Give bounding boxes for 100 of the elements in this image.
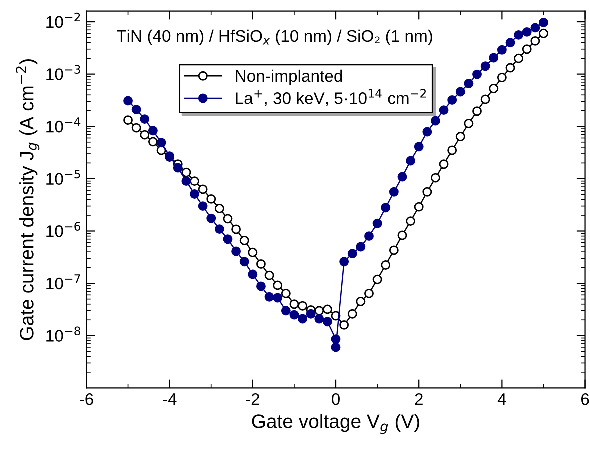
point	[398, 230, 408, 240]
point	[348, 309, 358, 319]
point	[422, 127, 432, 137]
point	[132, 123, 142, 133]
point	[148, 137, 158, 147]
point	[198, 202, 208, 212]
point	[290, 300, 300, 310]
point	[389, 187, 399, 197]
point	[522, 44, 532, 54]
x-tick-label: 0	[332, 393, 340, 406]
point	[256, 260, 266, 269]
point	[448, 146, 458, 156]
point	[522, 27, 532, 37]
point	[372, 218, 382, 228]
y-tick-label: 10$^{−5}$	[46, 170, 80, 186]
y-tick-label: 10$^{−2}$	[46, 12, 80, 28]
point	[198, 184, 208, 194]
x-tick-label: -4	[163, 394, 177, 406]
point	[232, 224, 242, 234]
point	[439, 106, 449, 116]
point	[497, 73, 507, 82]
point	[414, 202, 424, 212]
point	[322, 304, 332, 314]
point	[514, 54, 524, 64]
point	[430, 173, 440, 183]
point	[497, 45, 507, 55]
point	[322, 317, 332, 327]
point	[223, 234, 233, 244]
point	[214, 224, 224, 234]
point	[389, 246, 399, 256]
point	[480, 62, 490, 72]
point	[422, 187, 432, 197]
point	[273, 293, 283, 303]
y-axis-title: Gate current density J$_{g}$ (A cm$^{−2}$)	[16, 60, 40, 340]
point	[306, 309, 316, 319]
point	[414, 142, 424, 152]
point	[240, 257, 250, 267]
point	[314, 314, 324, 324]
point	[140, 114, 150, 124]
point	[472, 70, 482, 80]
point	[340, 257, 350, 267]
y-tick-label: 10$^{−4}$	[46, 118, 81, 133]
point	[398, 172, 408, 182]
point	[356, 242, 366, 252]
point	[132, 105, 142, 115]
point	[124, 96, 133, 106]
point	[372, 274, 382, 284]
point	[489, 53, 499, 63]
point	[406, 156, 416, 166]
point	[381, 260, 391, 270]
point	[489, 84, 499, 94]
y-tick-label: 10$^{−3}$	[46, 65, 80, 80]
point	[448, 95, 458, 105]
point	[298, 314, 308, 324]
point	[190, 190, 200, 199]
annotation: TiN (40 nm) / HfSiO$_{x}$ (10 nm) / SiO₂ (1 nm)	[117, 30, 432, 46]
point	[331, 342, 341, 352]
point	[530, 23, 540, 33]
point	[430, 116, 440, 126]
point	[530, 36, 540, 46]
point	[206, 194, 216, 204]
legend-label: Non-implanted	[236, 70, 342, 86]
point	[456, 132, 466, 142]
point	[182, 176, 192, 186]
point	[214, 204, 224, 214]
point	[464, 79, 474, 88]
point	[331, 334, 341, 344]
point	[364, 288, 374, 298]
point	[173, 163, 183, 173]
point	[381, 203, 391, 213]
legend-label: La$^{+}$, 30 keV, 5·10$^{14}$ cm$^{−2}$	[236, 89, 426, 106]
point	[406, 216, 416, 226]
point	[206, 214, 216, 224]
point	[182, 168, 192, 178]
point	[506, 38, 516, 48]
point	[539, 28, 548, 38]
point	[539, 18, 548, 28]
point	[248, 248, 258, 258]
point	[281, 288, 291, 298]
point	[148, 126, 158, 136]
point	[248, 270, 258, 280]
y-tick-label: 10$^{−6}$	[46, 222, 81, 238]
point	[464, 118, 474, 128]
x-axis-title: Gate voltage V$_{g}$ (V)	[252, 414, 420, 434]
x-tick-label: 6	[581, 393, 590, 406]
point	[156, 138, 166, 148]
point	[264, 270, 274, 280]
point	[340, 320, 350, 330]
point	[124, 116, 133, 126]
point	[356, 296, 366, 306]
point	[439, 160, 449, 170]
point	[223, 214, 233, 224]
y-tick-label: 10$^{−7}$	[46, 274, 80, 290]
point	[264, 292, 274, 302]
point	[472, 106, 482, 116]
x-tick-label: -2	[246, 393, 260, 406]
point	[232, 246, 242, 256]
point	[314, 306, 324, 316]
point	[456, 87, 466, 97]
point	[256, 282, 266, 292]
